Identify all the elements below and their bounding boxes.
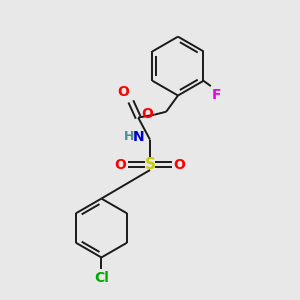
Text: F: F [212,88,221,102]
Text: S: S [145,157,155,172]
Text: Cl: Cl [94,271,109,285]
Text: H: H [123,130,134,143]
Text: N: N [133,130,144,144]
Text: O: O [118,85,129,99]
Text: O: O [141,107,153,121]
Text: O: O [174,158,185,172]
Text: O: O [115,158,126,172]
